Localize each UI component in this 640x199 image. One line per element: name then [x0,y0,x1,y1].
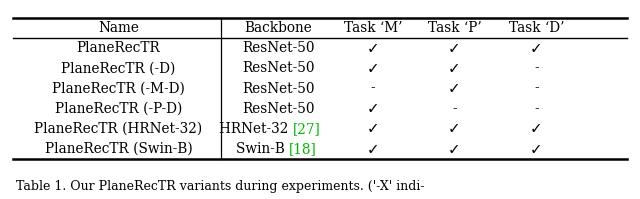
Text: PlaneRecTR (-D): PlaneRecTR (-D) [61,61,175,75]
Text: [18]: [18] [289,142,317,156]
Text: Task ‘M’: Task ‘M’ [344,21,403,35]
Text: -: - [371,82,376,96]
Text: Task ‘P’: Task ‘P’ [428,21,481,35]
Text: PlaneRecTR (-M-D): PlaneRecTR (-M-D) [52,82,185,96]
Text: -: - [534,102,539,116]
Text: ✓: ✓ [367,121,380,137]
Text: ResNet-50: ResNet-50 [242,82,315,96]
Text: ✓: ✓ [367,101,380,116]
Text: ✓: ✓ [448,121,461,137]
Text: Name: Name [98,21,139,35]
Text: -: - [534,82,539,96]
Text: ✓: ✓ [448,61,461,76]
Text: ✓: ✓ [367,142,380,157]
Text: ✓: ✓ [367,41,380,56]
Text: ResNet-50: ResNet-50 [242,61,315,75]
Text: Backbone: Backbone [244,21,312,35]
Text: ✓: ✓ [448,142,461,157]
Text: ✓: ✓ [448,81,461,96]
Text: ✓: ✓ [530,121,543,137]
Text: PlaneRecTR (Swin-B): PlaneRecTR (Swin-B) [45,142,192,156]
Text: Table 1. Our PlaneRecTR variants during experiments. ('-X' indi-: Table 1. Our PlaneRecTR variants during … [16,179,424,193]
Text: -: - [452,102,457,116]
Text: PlaneRecTR (-P-D): PlaneRecTR (-P-D) [54,102,182,116]
Text: ✓: ✓ [530,41,543,56]
Text: ResNet-50: ResNet-50 [242,41,315,55]
Text: ✓: ✓ [448,41,461,56]
Text: ✓: ✓ [530,142,543,157]
Text: Swin-B: Swin-B [236,142,289,156]
Text: HRNet-32: HRNet-32 [220,122,293,136]
Text: ResNet-50: ResNet-50 [242,102,315,116]
Text: [27]: [27] [293,122,321,136]
Text: ✓: ✓ [367,61,380,76]
Text: Task ‘D’: Task ‘D’ [509,21,564,35]
Text: PlaneRecTR: PlaneRecTR [77,41,160,55]
Text: PlaneRecTR (HRNet-32): PlaneRecTR (HRNet-32) [35,122,202,136]
Text: -: - [534,61,539,75]
